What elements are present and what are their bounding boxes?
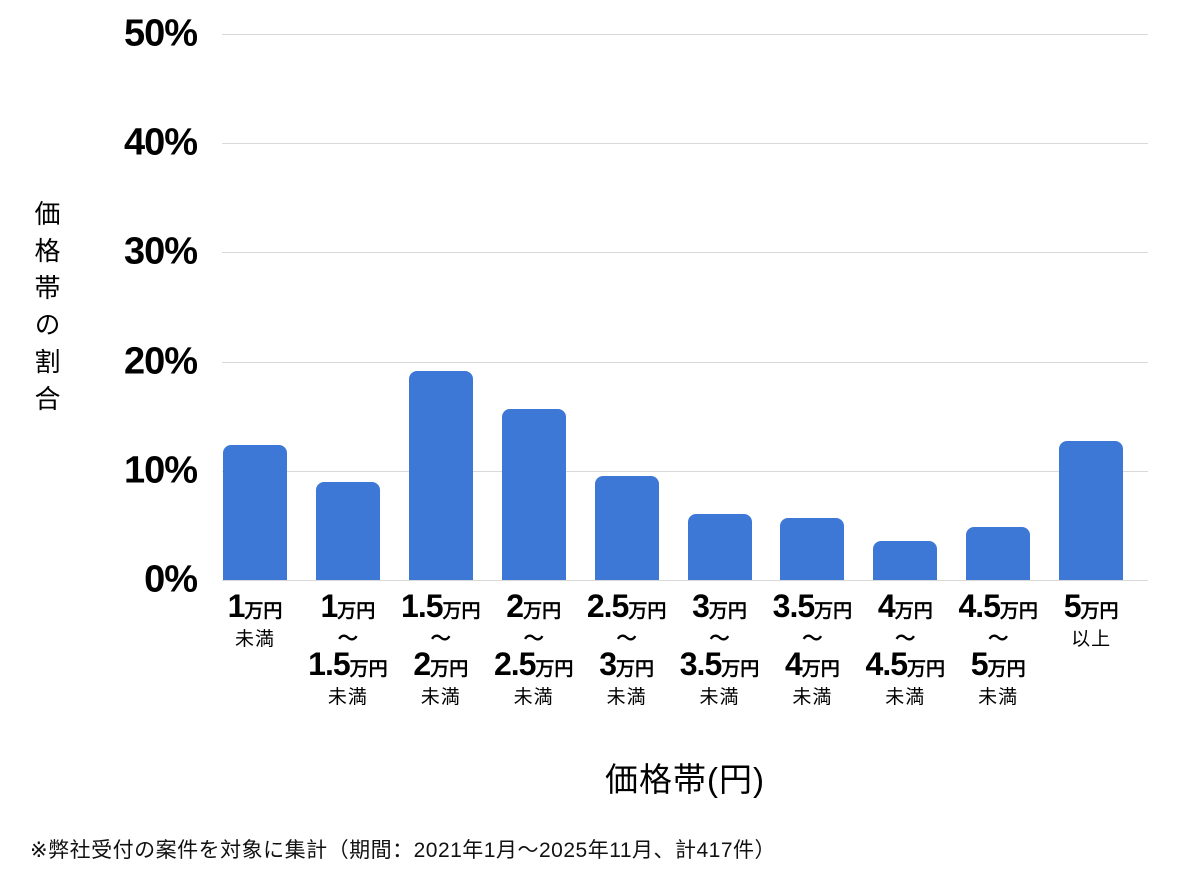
- bar-2.5万円～3万円未満: [594, 476, 659, 580]
- bar-3.5万円～4万円未満: [780, 517, 845, 580]
- plot-area: [222, 34, 1148, 581]
- bar-1.5万円～2万円未満: [408, 371, 473, 580]
- gridline: [222, 470, 1148, 472]
- x-tick-range-from: 1万円: [320, 588, 376, 624]
- x-tick-qualifier: 未満: [513, 687, 554, 708]
- bar-4.5万円～5万円未満: [966, 526, 1031, 580]
- gridline: [222, 143, 1148, 145]
- x-tick-tilde: ～: [523, 628, 544, 650]
- x-tick-range-from: 1.5万円: [401, 588, 481, 624]
- x-tick-qualifier: 未満: [885, 687, 926, 708]
- y-tick-label: 50%: [123, 12, 198, 55]
- x-tick-label: 1万円 ～ 1.5万円未満: [278, 588, 418, 708]
- bar-4万円～4.5万円未満: [873, 540, 938, 580]
- x-tick-tilde: ～: [430, 628, 451, 650]
- y-tick-label: 30%: [123, 230, 198, 273]
- x-tick-qualifier: 未満: [234, 629, 275, 650]
- x-tick-label: 3万円 ～ 3.5万円未満: [650, 588, 790, 708]
- x-tick-qualifier: 未満: [792, 687, 833, 708]
- bar-3万円～3.5万円未満: [687, 514, 752, 580]
- x-tick-tilde: ～: [895, 628, 916, 650]
- x-tick-range-to: 3.5万円: [679, 646, 760, 682]
- x-tick-label: 2万円 ～ 2.5万円未満: [464, 588, 604, 708]
- bar-2万円～2.5万円未満: [501, 408, 566, 580]
- y-tick-label: 20%: [123, 340, 198, 383]
- gridline: [222, 580, 1148, 581]
- x-tick-qualifier: 未満: [606, 687, 647, 708]
- x-tick-range-from: 2万円: [506, 588, 562, 624]
- x-tick-range-to: 4万円: [784, 646, 840, 682]
- gridline: [222, 361, 1148, 363]
- y-tick-label: 40%: [123, 121, 198, 164]
- x-tick-label: 3.5万円 ～ 4万円未満: [742, 588, 882, 708]
- x-tick-tilde: ～: [802, 628, 823, 650]
- x-tick-qualifier: 未満: [978, 687, 1019, 708]
- gridline: [222, 252, 1148, 254]
- x-tick-tilde: ～: [988, 628, 1009, 650]
- bar-5万円以上: [1059, 441, 1124, 580]
- x-tick-qualifier: 未満: [420, 687, 461, 708]
- bar-1万円～1.5万円未満: [315, 481, 380, 580]
- x-tick-label: 1万円未満: [185, 588, 325, 650]
- footnote: ※弊社受付の案件を対象に集計（期間：2021年1月～2025年11月、計417件…: [30, 839, 777, 862]
- x-tick-range-to: 2.5万円: [493, 646, 574, 682]
- x-tick-range-from: 3万円: [692, 588, 747, 624]
- x-tick-range-to: 1.5万円: [308, 646, 388, 682]
- gridline: [222, 34, 1148, 35]
- x-tick-range-from: 3.5万円: [772, 588, 853, 624]
- x-tick-label: 1.5万円 ～ 2万円未満: [371, 588, 511, 708]
- x-tick-qualifier: 未満: [699, 687, 740, 708]
- x-tick-label: 2.5万円 ～ 3万円未満: [557, 588, 697, 708]
- x-tick-range-from: 1万円: [227, 588, 283, 624]
- x-tick-range-from: 5万円: [1063, 588, 1119, 624]
- x-tick-range-to: 2万円: [413, 646, 469, 682]
- x-tick-range-to: 4.5万円: [865, 646, 946, 682]
- x-tick-tilde: ～: [709, 628, 730, 650]
- y-axis-title: 価格帯の割合: [31, 200, 61, 422]
- x-tick-range-from: 4万円: [877, 588, 933, 624]
- x-tick-tilde: ～: [337, 628, 358, 650]
- x-tick-label: 5万円以上: [1021, 588, 1161, 650]
- x-tick-label: 4万円 ～ 4.5万円未満: [835, 588, 975, 708]
- x-tick-tilde: ～: [616, 628, 637, 650]
- y-tick-label: 10%: [123, 449, 198, 492]
- bar-1万円未満: [223, 444, 287, 580]
- x-tick-range-to: 3万円: [599, 646, 654, 682]
- x-tick-range-from: 2.5万円: [586, 588, 667, 624]
- x-tick-label: 4.5万円 ～ 5万円未満: [928, 588, 1068, 708]
- x-tick-range-from: 4.5万円: [958, 588, 1038, 624]
- x-tick-range-to: 5万円: [970, 646, 1026, 682]
- y-tick-label: 0%: [144, 558, 198, 601]
- x-axis-title: 価格帯(円): [605, 761, 765, 798]
- x-tick-qualifier: 未満: [327, 687, 368, 708]
- x-tick-qualifier: 以上: [1071, 629, 1112, 650]
